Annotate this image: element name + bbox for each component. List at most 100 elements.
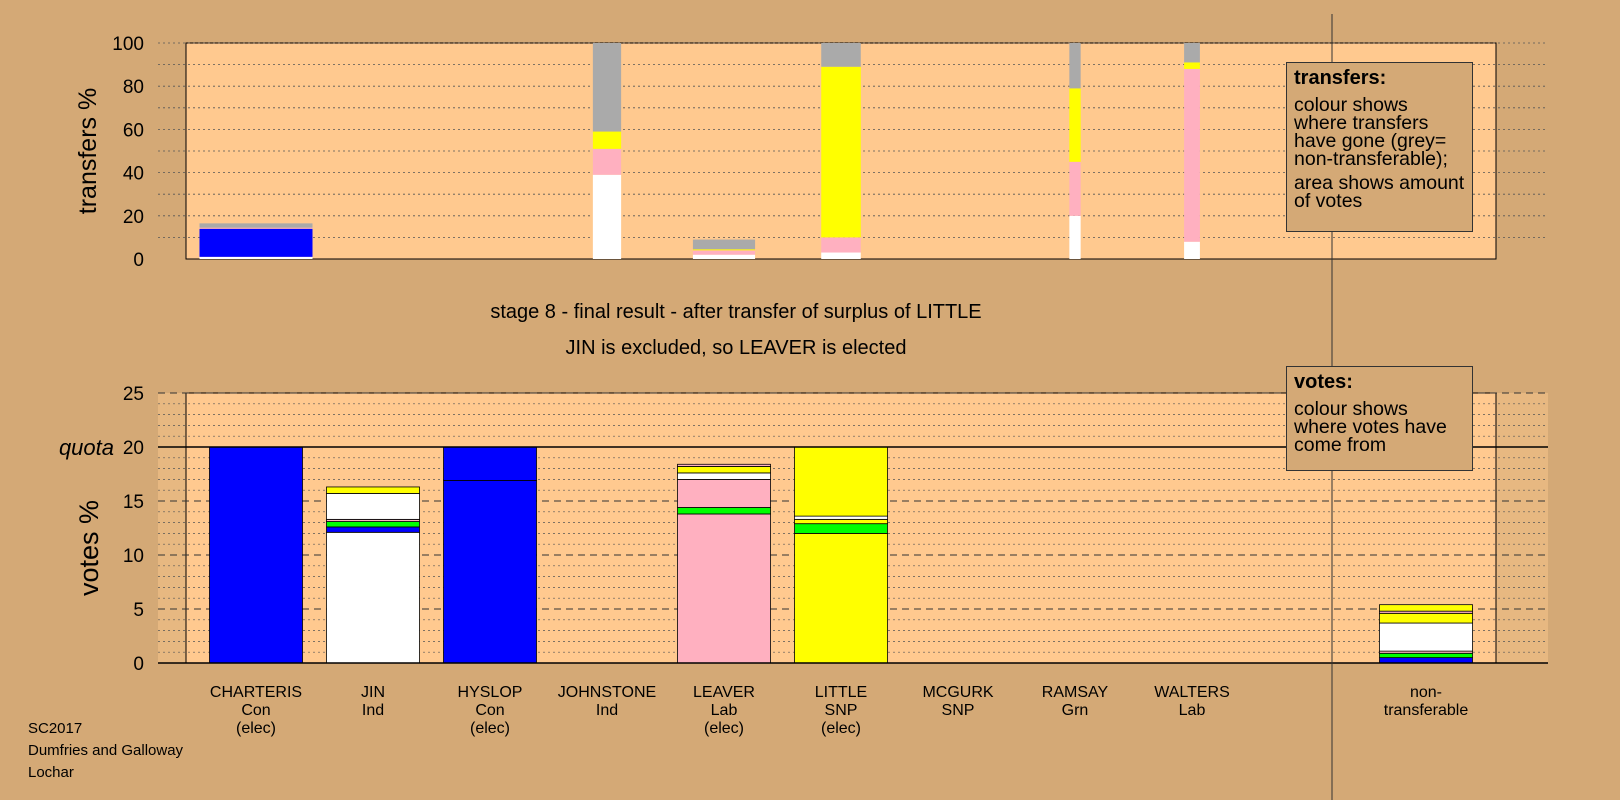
transfers-tick-label: 40 [123,164,144,185]
transfers-y-axis-label: transfers % [74,88,102,214]
transfer-segment [692,239,756,250]
transfer-segment [592,148,622,175]
quota-label: quota [59,435,114,460]
votes-tick-label: 15 [123,492,144,513]
vote-segment [1379,652,1473,659]
candidate-party-label: SNP [825,702,858,719]
votes-y-axis-label: votes % [74,500,104,596]
transfers-chart: 0 20 40 60 80 100 transfers % [74,34,1548,271]
candidate-name-label: LEAVER [693,684,755,701]
caption-council: Dumfries and Galloway [28,742,184,759]
votes-legend-heading: votes: [1294,371,1353,393]
candidate-name-label: JOHNSTONE [558,684,656,701]
votes-margin-left [158,393,186,663]
candidate-status-label: (elec) [704,720,744,737]
transfers-tick-label: 80 [123,77,144,98]
transfer-segment [821,237,861,253]
votes-tick-label: 0 [133,654,144,675]
transfers-tick-label: 0 [133,250,144,271]
vote-segment [677,472,771,480]
candidate-name-label: WALTERS [1154,684,1230,701]
vote-segment [326,521,420,528]
votes-legend-box: votes: colour shows where votes have com… [1286,366,1473,471]
candidate-name-label: MCGURK [922,684,993,701]
vote-segment [443,480,537,664]
vote-segment [794,515,888,520]
transfers-legend-heading: transfers: [1294,67,1387,89]
candidate-name-label: JIN [361,684,385,701]
vote-segment [1379,657,1473,664]
candidate-party-label: Con [475,702,504,719]
candidate-party-label: SNP [942,702,975,719]
transfer-segment [692,254,756,259]
vote-segment [326,486,420,494]
votes-legend-text: colour shows where votes have come from [1294,398,1447,456]
vote-segment [677,466,771,474]
vote-segment [677,507,771,515]
candidate-name-label: HYSLOP [458,684,523,701]
candidate-party-label: Grn [1062,702,1089,719]
transfer-segment [821,66,861,238]
nontransferable-label-1: non- [1410,684,1442,701]
election-caption: SC2017 Dumfries and Galloway Lochar [28,718,183,784]
candidate-name-label: LITTLE [815,684,867,701]
vote-segment [326,526,420,533]
candidate-status-label: (elec) [470,720,510,737]
transfer-segment [692,249,756,251]
transfer-segment [199,223,313,228]
votes-tick-label: 5 [133,600,144,621]
vote-segment [326,493,420,520]
transfer-segment [1069,88,1081,162]
candidate-party-label: Ind [596,702,618,719]
vote-segment [794,518,888,525]
transfer-segment [592,174,622,259]
transfer-segment [1069,43,1081,89]
vote-segment [677,463,771,467]
candidate-status-label: (elec) [821,720,861,737]
transfer-segment [1069,215,1081,259]
transfers-tick-label: 100 [112,34,144,55]
transfer-segment [821,43,861,67]
transfer-segment [592,43,622,132]
transfer-segment [1069,161,1081,216]
candidate-name-label: CHARTERIS [210,684,302,701]
transfer-segment [821,252,861,259]
transfers-legend-text-2: area shows amount of votes [1294,172,1465,212]
vote-segment [1379,604,1473,612]
transfers-legend-box: transfers: colour shows where transfers … [1286,62,1473,232]
candidate-status-label: (elec) [236,720,276,737]
candidate-party-label: Lab [711,702,738,719]
vote-segment [677,513,771,664]
vote-segment [794,523,888,534]
vote-segment [209,446,303,664]
chart-titles: stage 8 - final result - after transfer … [490,301,981,359]
caption-election: SC2017 [28,720,83,737]
candidate-name-label: RAMSAY [1042,684,1109,701]
candidate-party-label: Con [241,702,270,719]
votes-tick-label: 10 [123,546,144,567]
chart-title: stage 8 - final result - after transfer … [490,301,981,323]
transfer-segment [1184,43,1200,63]
transfer-segment [1184,62,1200,69]
votes-margin-right [1496,393,1548,663]
vote-segment [794,533,888,664]
vote-segment [326,531,420,664]
nontransferable-label-2: transferable [1384,702,1469,719]
transfer-segment [199,228,313,257]
votes-tick-label: 20 [123,438,144,459]
transfers-tick-label: 20 [123,207,144,228]
votes-tick-label: 25 [123,384,144,405]
vote-segment [443,446,537,481]
vote-segment [1379,612,1473,624]
transfer-segment [199,256,313,259]
vote-segment [794,446,888,517]
transfers-tick-label: 60 [123,120,144,141]
transfer-segment [1184,68,1200,242]
transfers-legend-text-1: colour shows where transfers have gone (… [1294,94,1448,170]
transfer-segment [199,227,313,229]
transfer-segment [1184,241,1200,259]
candidate-labels: CHARTERISCon(elec)JINIndHYSLOPCon(elec)J… [210,684,1468,737]
candidate-party-label: Ind [362,702,384,719]
vote-segment [677,478,771,508]
vote-segment [1379,622,1473,652]
